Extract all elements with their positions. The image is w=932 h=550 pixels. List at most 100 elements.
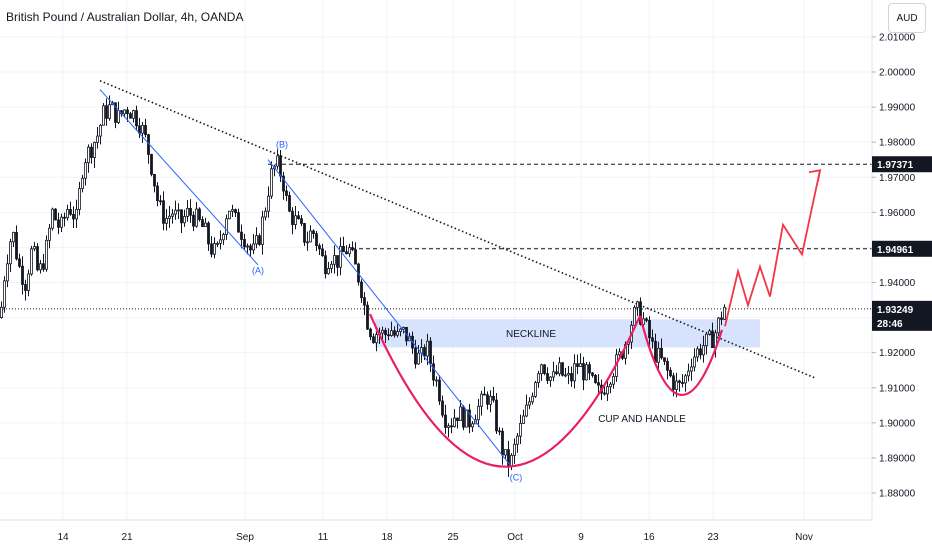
x-tick-label: 21: [121, 532, 133, 543]
y-tick-label: 2.00000: [879, 68, 916, 79]
candle: [504, 449, 507, 459]
price-label: 1.97371: [872, 156, 932, 173]
projection-arrowhead: [808, 169, 822, 182]
candle: [252, 233, 255, 254]
currency-selector[interactable]: AUD: [888, 3, 926, 33]
candle: [156, 182, 159, 207]
candle: [312, 229, 315, 239]
candle: [282, 171, 285, 200]
candle: [690, 358, 693, 381]
candle: [3, 276, 6, 313]
candle: [723, 304, 726, 320]
candle: [384, 327, 387, 343]
candle: [186, 200, 189, 222]
y-tick-label: 1.97000: [879, 173, 916, 184]
candle: [78, 181, 81, 216]
x-tick-label: 18: [381, 532, 393, 543]
candle: [393, 326, 396, 338]
candle: [225, 214, 228, 240]
candle: [489, 390, 492, 413]
candle: [297, 211, 300, 220]
candle: [168, 206, 171, 228]
candle: [459, 399, 462, 422]
x-tick-label: Nov: [795, 532, 813, 543]
candle: [141, 121, 144, 144]
candle: [435, 376, 438, 387]
candle: [237, 208, 240, 233]
candle: [462, 404, 465, 431]
candle: [561, 362, 564, 377]
candle: [534, 380, 537, 398]
candle: [330, 261, 333, 273]
price-label-value: 1.97371: [877, 160, 914, 171]
candle: [321, 243, 324, 257]
x-tick-label: 23: [707, 532, 719, 543]
wave-trendline: [267, 159, 511, 466]
y-tick-label: 1.88000: [879, 489, 916, 500]
y-tick-label: 1.98000: [879, 138, 916, 149]
candle: [198, 207, 201, 222]
candle: [498, 427, 501, 436]
candle: [372, 333, 375, 344]
candle: [15, 225, 18, 261]
y-tick-label: 1.94000: [879, 278, 916, 289]
chart-title: British Pound / Australian Dollar, 4h, O…: [6, 10, 244, 24]
candle: [69, 201, 72, 216]
candle: [249, 243, 252, 257]
candle: [48, 223, 51, 249]
wave-c-label: (C): [510, 473, 523, 483]
wave-trendline: [99, 89, 259, 266]
candle: [18, 253, 21, 269]
candle: [165, 208, 168, 231]
candle: [351, 241, 354, 252]
candle: [219, 230, 222, 250]
candle: [438, 375, 441, 406]
candle: [150, 153, 153, 177]
candle: [501, 427, 504, 465]
candle: [300, 215, 303, 227]
candle: [258, 233, 261, 246]
candle: [444, 404, 447, 434]
x-tick-label: 16: [643, 532, 655, 543]
candle: [84, 158, 87, 186]
candle: [663, 357, 666, 365]
candle: [288, 191, 291, 213]
candle: [9, 238, 12, 273]
x-tick-label: Sep: [236, 532, 254, 543]
candle: [525, 394, 528, 418]
price-label-value: 1.94961: [877, 245, 914, 256]
candle: [117, 101, 120, 124]
candle: [207, 221, 210, 251]
candle: [507, 440, 510, 477]
candle: [648, 316, 651, 347]
candle: [486, 391, 489, 410]
candle: [375, 331, 378, 352]
candle: [216, 241, 219, 248]
candle: [339, 237, 342, 276]
candle: [213, 237, 216, 259]
candle: [210, 236, 213, 258]
candle: [477, 398, 480, 428]
candle: [558, 357, 561, 377]
candle: [309, 225, 312, 243]
candle: [318, 243, 321, 256]
candle: [570, 366, 573, 387]
candle: [711, 322, 714, 349]
candle: [651, 329, 654, 349]
x-tick-label: 25: [447, 532, 459, 543]
candle: [717, 317, 720, 337]
candle: [465, 409, 468, 428]
candle: [453, 409, 456, 428]
candle: [564, 368, 567, 378]
candle: [147, 133, 150, 164]
price-label: 1.94961: [872, 240, 932, 257]
candle: [90, 143, 93, 164]
pattern-curves: [368, 169, 822, 468]
candle: [480, 390, 483, 416]
y-axis-ticks: 1.880001.890001.900001.910001.920001.930…: [872, 32, 916, 500]
candle: [204, 217, 207, 228]
y-tick-label: 1.89000: [879, 453, 916, 464]
candle: [180, 209, 183, 234]
candle: [396, 324, 399, 338]
